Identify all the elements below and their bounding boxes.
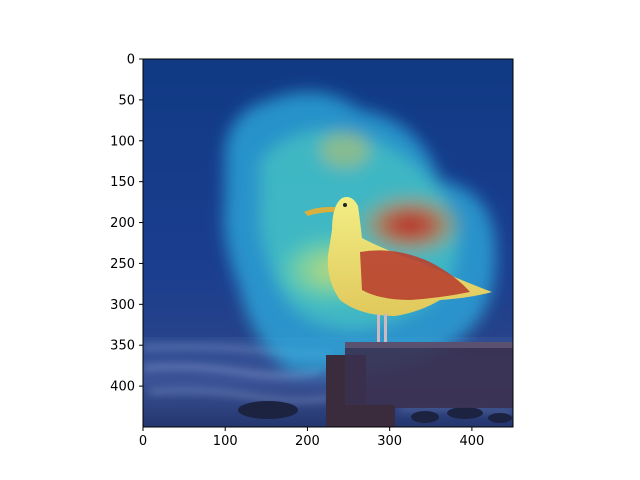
plot-frame: [142, 58, 514, 428]
heatmap-image: [143, 59, 513, 427]
x-tick-label: 0: [139, 434, 147, 449]
x-tick-label: 200: [295, 434, 320, 449]
y-tick-label: 350: [110, 339, 135, 354]
y-tick-label: 300: [110, 298, 135, 313]
y-tick-label: 100: [110, 134, 135, 149]
y-axis: 0 50 100 150 200 250 300 350 400: [110, 53, 143, 395]
x-axis: 0 100 200 300 400: [139, 427, 484, 449]
y-tick-label: 200: [110, 216, 135, 231]
y-tick-label: 0: [127, 53, 135, 68]
y-tick-label: 250: [110, 257, 135, 272]
x-tick-label: 400: [459, 434, 484, 449]
x-tick-label: 300: [377, 434, 402, 449]
y-tick-label: 150: [110, 175, 135, 190]
wooden-post: [326, 342, 513, 427]
x-tick-label: 100: [213, 434, 238, 449]
y-tick-label: 400: [110, 380, 135, 395]
seagull: [304, 197, 492, 342]
rocks: [238, 401, 512, 423]
y-tick-label: 50: [118, 93, 135, 108]
